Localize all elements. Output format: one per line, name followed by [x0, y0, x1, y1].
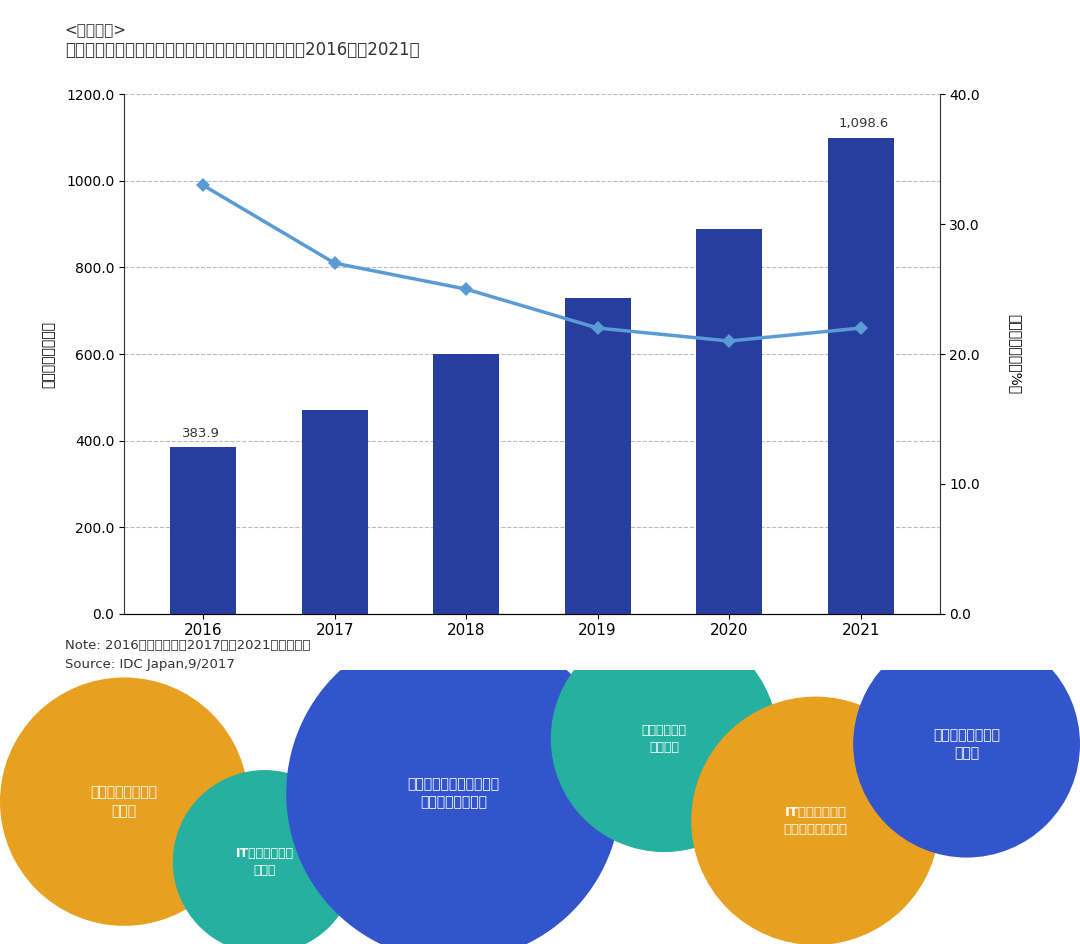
Bar — [565, 297, 631, 614]
Ellipse shape — [0, 678, 248, 926]
Text: ITセキュリティ
の強化: ITセキュリティ の強化 — [235, 847, 294, 877]
Text: Source: IDC Japan,9/2017: Source: IDC Japan,9/2017 — [65, 658, 234, 671]
Text: <参考資料>: <参考資料> — [65, 24, 126, 39]
Ellipse shape — [173, 770, 356, 944]
Ellipse shape — [551, 625, 778, 852]
Bar — [433, 354, 499, 614]
Y-axis label: 売上額（十億円）: 売上額（十億円） — [41, 321, 55, 387]
Ellipse shape — [853, 631, 1080, 857]
Bar — [827, 138, 893, 614]
Text: ビジネス状況に応じた、
柔軟なサイジング: ビジネス状況に応じた、 柔軟なサイジング — [407, 777, 500, 810]
Text: 国内パブリッククラウドサービス市場　売上額予測、2016年～2021年: 国内パブリッククラウドサービス市場 売上額予測、2016年～2021年 — [65, 41, 419, 59]
Text: 1,098.6: 1,098.6 — [838, 117, 889, 130]
Ellipse shape — [691, 697, 940, 944]
Y-axis label: 前年比成長率（%）: 前年比成長率（%） — [1008, 314, 1022, 394]
Bar — [301, 411, 367, 614]
Text: 383.9: 383.9 — [181, 427, 219, 440]
Text: ビジネススピード
の向上: ビジネススピード の向上 — [933, 728, 1000, 760]
Ellipse shape — [286, 626, 621, 944]
Text: 調達にかかる
時間短縮: 調達にかかる 時間短縮 — [642, 724, 687, 753]
Text: Note: 2016年は実績値、2017年～2021年は予測値: Note: 2016年は実績値、2017年～2021年は予測値 — [65, 639, 310, 652]
Text: サーバ維持管理費
の削減: サーバ維持管理費 の削減 — [91, 785, 158, 818]
Bar — [171, 447, 237, 614]
Text: IT部門の生産性
向上・人員最適化: IT部門の生産性 向上・人員最適化 — [783, 806, 848, 835]
Bar — [697, 228, 762, 614]
